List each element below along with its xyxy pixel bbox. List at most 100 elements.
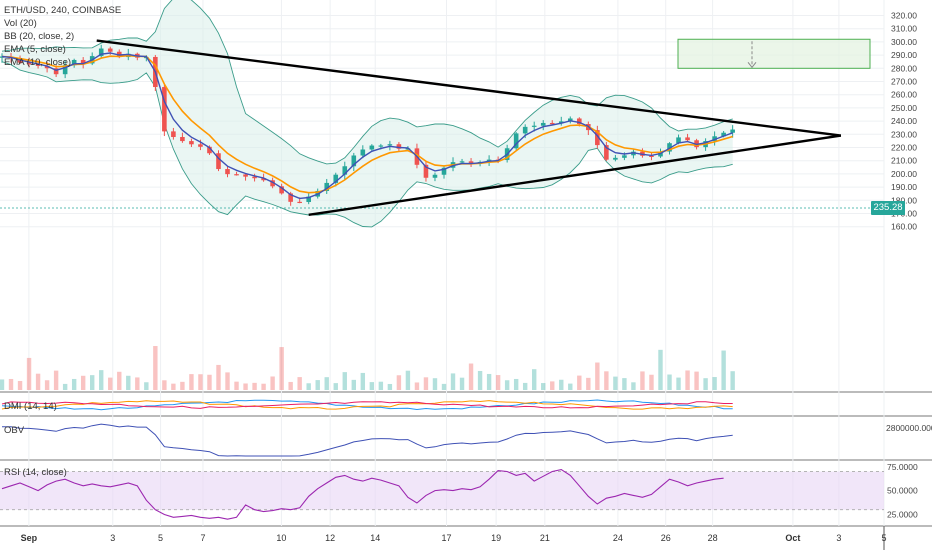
- target-arrowhead: [747, 61, 757, 69]
- volume-bar: [649, 374, 654, 390]
- volume-bar: [676, 377, 681, 390]
- volume-bar: [468, 363, 474, 390]
- candle-body: [558, 121, 564, 124]
- volume-bar: [459, 377, 465, 390]
- x-tick-label: 19: [491, 533, 501, 543]
- y-tick-label: 300.00: [891, 37, 917, 47]
- x-tick-label: 7: [200, 533, 205, 543]
- indicator-ema10[interactable]: EMA (10, close): [4, 57, 72, 68]
- volume-bar: [541, 383, 546, 390]
- candle-body: [216, 153, 221, 170]
- candle-body: [35, 64, 41, 66]
- dmi-plus-line: [1, 399, 733, 411]
- volume-bar: [477, 370, 483, 390]
- dmi-label[interactable]: DMI (14, 14): [4, 401, 57, 412]
- candle-body: [667, 143, 672, 152]
- y-tick-label: 190.00: [891, 182, 917, 192]
- volume-bar: [0, 379, 5, 390]
- candle-body: [730, 129, 735, 133]
- candle-body: [423, 164, 429, 178]
- volume-bar: [423, 377, 429, 390]
- candle-body: [207, 146, 212, 154]
- x-tick-label: 17: [442, 533, 452, 543]
- bollinger-upper: [1, 0, 733, 165]
- symbol-label[interactable]: ETH/USD, 240, COINBASE: [4, 5, 122, 16]
- candle-body: [288, 193, 293, 202]
- candle-body: [279, 186, 284, 194]
- bollinger-fill: [2, 0, 733, 227]
- last-price-badge: 235.28: [871, 201, 905, 215]
- volume-bar: [450, 373, 456, 390]
- volume-bar: [171, 383, 176, 390]
- candle-body: [577, 118, 582, 125]
- obv-label[interactable]: OBV: [4, 425, 25, 436]
- candle-body: [613, 157, 618, 160]
- candle-body: [342, 166, 348, 175]
- volume-bar: [522, 382, 528, 390]
- volume-bar: [513, 378, 519, 390]
- candle-body: [360, 149, 366, 156]
- volume-bar: [577, 375, 582, 390]
- indicator-bb[interactable]: BB (20, close, 2): [4, 31, 75, 42]
- volume-bar: [270, 376, 275, 390]
- x-tick-label: 26: [661, 533, 671, 543]
- volume-bar: [80, 375, 86, 390]
- volume-bar: [324, 377, 329, 390]
- indicator-vol[interactable]: Vol (20): [4, 18, 37, 29]
- rsi-label[interactable]: RSI (14, close): [4, 467, 67, 478]
- y-tick-label: 280.00: [891, 63, 917, 73]
- candle-body: [676, 137, 681, 144]
- candle-body: [396, 144, 402, 149]
- volume-bar: [62, 383, 68, 390]
- x-tick-label: 28: [708, 533, 718, 543]
- candle-body: [459, 161, 465, 163]
- volume-bar: [315, 380, 320, 390]
- x-tick-label: 3: [836, 533, 841, 543]
- dmi-minus-line: [1, 400, 733, 410]
- volume-bar: [117, 371, 122, 390]
- rsi-y-tick: 50.0000: [887, 486, 918, 496]
- ema-10-line: [1, 54, 733, 194]
- volume-bar: [387, 383, 393, 390]
- volume-bar: [44, 380, 50, 390]
- volume-bar: [667, 374, 672, 390]
- candle-body: [162, 87, 167, 132]
- y-tick-label: 320.00: [891, 11, 917, 21]
- volume-bar: [640, 371, 645, 390]
- candle-body: [306, 196, 311, 203]
- volume-bar: [559, 379, 564, 390]
- volume-bar: [35, 373, 41, 390]
- x-tick-label: 12: [325, 533, 335, 543]
- y-tick-label: 290.00: [891, 50, 917, 60]
- volume-bar: [730, 371, 735, 390]
- x-tick-label: Sep: [21, 533, 38, 543]
- volume-bar: [342, 372, 347, 390]
- volume-bar: [586, 377, 591, 390]
- y-tick-label: 220.00: [891, 143, 917, 153]
- trendline-upper: [96, 39, 842, 137]
- trendline-lower: [308, 134, 842, 217]
- candle-body: [189, 141, 194, 145]
- volume-bar: [504, 380, 510, 390]
- indicator-ema5[interactable]: EMA (5, close): [4, 44, 66, 55]
- rsi-band: [0, 471, 884, 510]
- volume-bar: [8, 378, 14, 390]
- candle-body: [171, 131, 176, 137]
- volume-bar: [405, 370, 411, 390]
- volume-bar: [153, 346, 158, 390]
- candle-body: [432, 174, 438, 178]
- volume-bar: [658, 349, 663, 390]
- volume-bar: [414, 382, 420, 390]
- volume-bar: [135, 377, 140, 390]
- volume-bar: [550, 381, 555, 390]
- ema-5-line: [1, 52, 733, 200]
- candle-body: [622, 155, 627, 158]
- candle-body: [513, 133, 519, 149]
- obv-line: [2, 423, 733, 457]
- target-zone: [677, 38, 871, 69]
- x-tick-label: 24: [613, 533, 623, 543]
- candle-body: [468, 161, 474, 164]
